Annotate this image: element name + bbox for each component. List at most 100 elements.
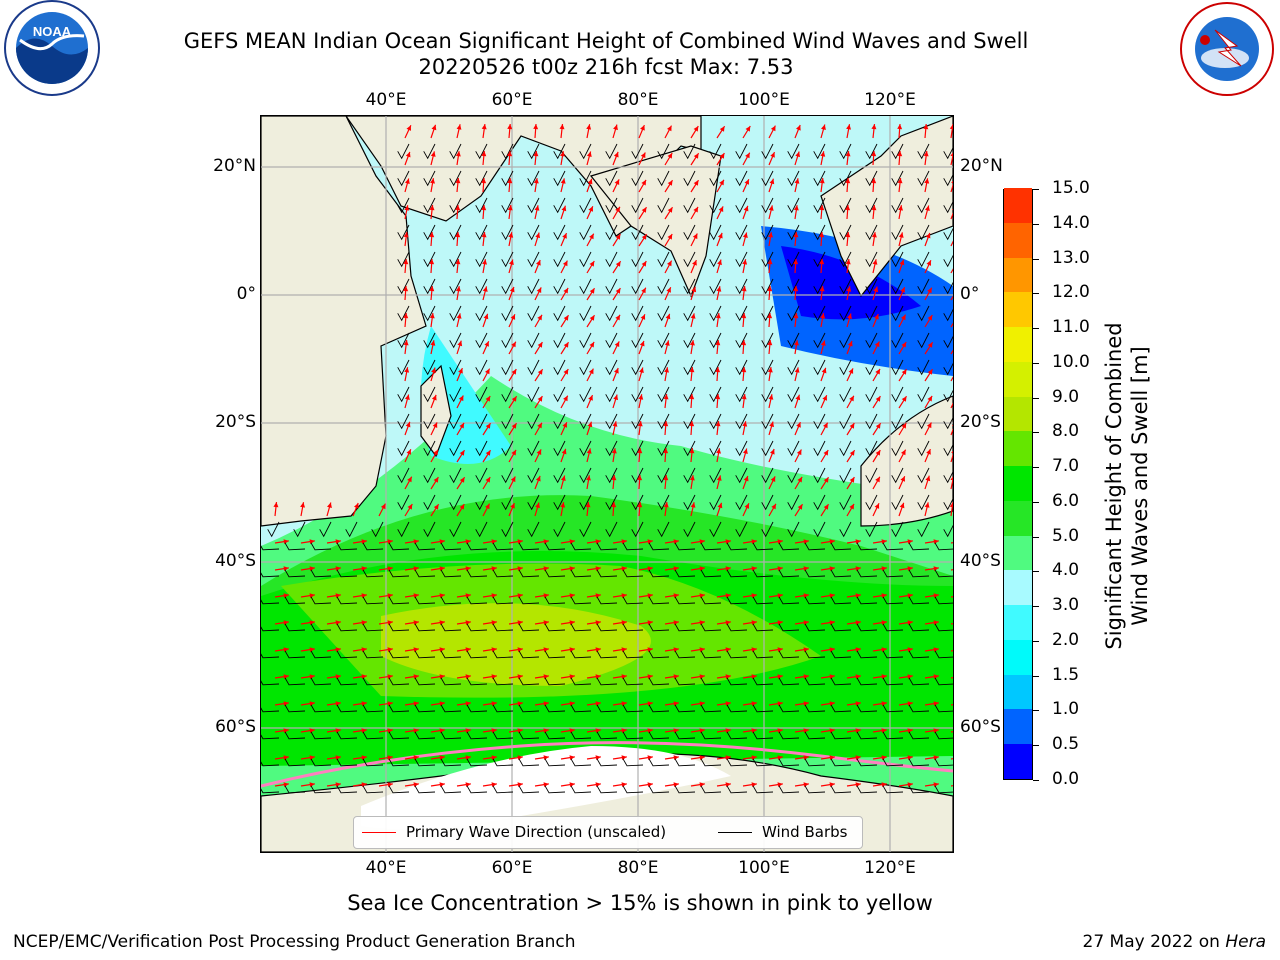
wind-barb xyxy=(362,704,384,713)
wind-barb xyxy=(423,386,436,403)
wind-barb xyxy=(336,731,358,740)
wave-arrow-head xyxy=(725,566,731,572)
wave-arrow-head xyxy=(569,782,575,788)
wind-barb xyxy=(527,386,540,403)
wind-barb xyxy=(397,143,410,160)
map-canvas xyxy=(261,116,953,852)
wave-arrow-head xyxy=(901,369,907,375)
colorbar-band xyxy=(1004,743,1032,779)
wave-arrow-head xyxy=(484,341,489,347)
wave-arrow-head xyxy=(952,424,953,427)
wind-barb xyxy=(310,650,332,659)
wave-arrow-head xyxy=(615,234,621,240)
wave-arrow-head xyxy=(404,205,410,211)
wind-barb xyxy=(475,440,488,457)
wind-barb xyxy=(787,305,800,322)
wave-arrow-head xyxy=(595,674,601,680)
wave-arrow-head xyxy=(560,151,565,157)
wave-arrow-head xyxy=(309,755,315,761)
colorbar-band xyxy=(1004,187,1032,223)
wave-arrow-head xyxy=(485,368,490,375)
wave-arrow-head xyxy=(691,286,697,293)
sea-ice-note: Sea Ice Concentration > 15% is shown in … xyxy=(347,891,933,915)
wave-arrow-head xyxy=(543,647,549,653)
wave-arrow-head xyxy=(933,620,939,626)
wind-barb xyxy=(891,278,904,295)
wind-barb xyxy=(310,542,332,551)
wind-barb xyxy=(261,653,280,659)
wave-arrow-head xyxy=(924,502,930,508)
wind-barb xyxy=(648,569,670,578)
wind-barb xyxy=(917,170,930,187)
wave-arrow-head xyxy=(439,728,445,734)
wave-arrow-head xyxy=(797,504,803,510)
wind-barb xyxy=(622,569,644,578)
wind-barb xyxy=(839,305,852,322)
wind-barb xyxy=(943,470,953,484)
wave-arrow-head xyxy=(482,259,487,265)
wind-barb xyxy=(449,332,462,349)
wind-barb xyxy=(284,731,306,740)
wind-barb xyxy=(423,467,436,484)
colorbar-tick-label: 7.0 xyxy=(1052,456,1080,477)
wind-barb xyxy=(761,278,774,295)
wind-barb xyxy=(700,704,722,713)
wind-barb xyxy=(674,542,696,551)
wind-barb xyxy=(440,758,462,767)
wind-barb xyxy=(466,542,488,551)
wave-arrow-head xyxy=(751,674,757,680)
wind-barb xyxy=(261,680,280,686)
wind-barb xyxy=(917,197,930,214)
wave-arrow-head xyxy=(459,450,465,456)
wave-arrow-head xyxy=(455,205,461,211)
wave-arrow-head xyxy=(689,475,695,481)
colorbar-tick-mark xyxy=(1033,293,1039,295)
wave-arrow-head xyxy=(465,755,471,761)
wind-barb xyxy=(388,785,410,794)
colorbar-band xyxy=(1004,361,1032,397)
wind-barb xyxy=(631,413,644,430)
wave-arrow-head xyxy=(770,125,776,132)
wave-arrow-head xyxy=(403,259,409,265)
colorbar xyxy=(1003,187,1033,780)
wind-barb xyxy=(813,386,826,403)
wind-barb xyxy=(527,278,540,295)
wind-barb xyxy=(527,224,540,241)
wave-arrow-head xyxy=(751,647,757,653)
wind-barb xyxy=(674,677,696,686)
wind-barb xyxy=(648,596,670,605)
wind-barb xyxy=(735,521,748,538)
wind-barb xyxy=(501,359,514,376)
wave-arrow-head xyxy=(413,539,419,545)
wind-barb xyxy=(804,785,826,794)
wave-arrow-head xyxy=(439,593,445,599)
wind-barb xyxy=(284,650,306,659)
wind-barb xyxy=(700,758,722,767)
wind-barb xyxy=(761,197,774,214)
wind-barb xyxy=(700,677,722,686)
wind-barb xyxy=(310,677,332,686)
wave-arrow-head xyxy=(611,502,617,508)
wave-arrow-head xyxy=(283,728,289,734)
wave-arrow-head xyxy=(309,701,315,707)
wind-barb xyxy=(657,440,670,457)
wave-arrow-head xyxy=(639,367,644,373)
wave-arrow-head xyxy=(770,152,775,158)
wind-barb xyxy=(596,677,618,686)
wind-barb xyxy=(839,332,852,349)
colorbar-band xyxy=(1004,569,1032,606)
wave-arrow-head xyxy=(715,340,721,346)
wave-arrow-head xyxy=(715,421,721,427)
wave-arrow-head xyxy=(621,701,627,707)
wave-arrow-head xyxy=(403,232,409,238)
wave-arrow-head xyxy=(507,151,513,157)
wind-barb xyxy=(752,542,774,551)
wind-barb xyxy=(570,596,592,605)
wind-barb xyxy=(839,170,852,187)
wind-barb xyxy=(466,677,488,686)
wave-direction-arrow xyxy=(950,476,953,490)
lat-label-right-60s: 60°S xyxy=(960,717,1001,737)
wind-barb xyxy=(622,650,644,659)
wave-arrow-head xyxy=(637,475,643,481)
wave-arrow-head xyxy=(933,539,939,545)
